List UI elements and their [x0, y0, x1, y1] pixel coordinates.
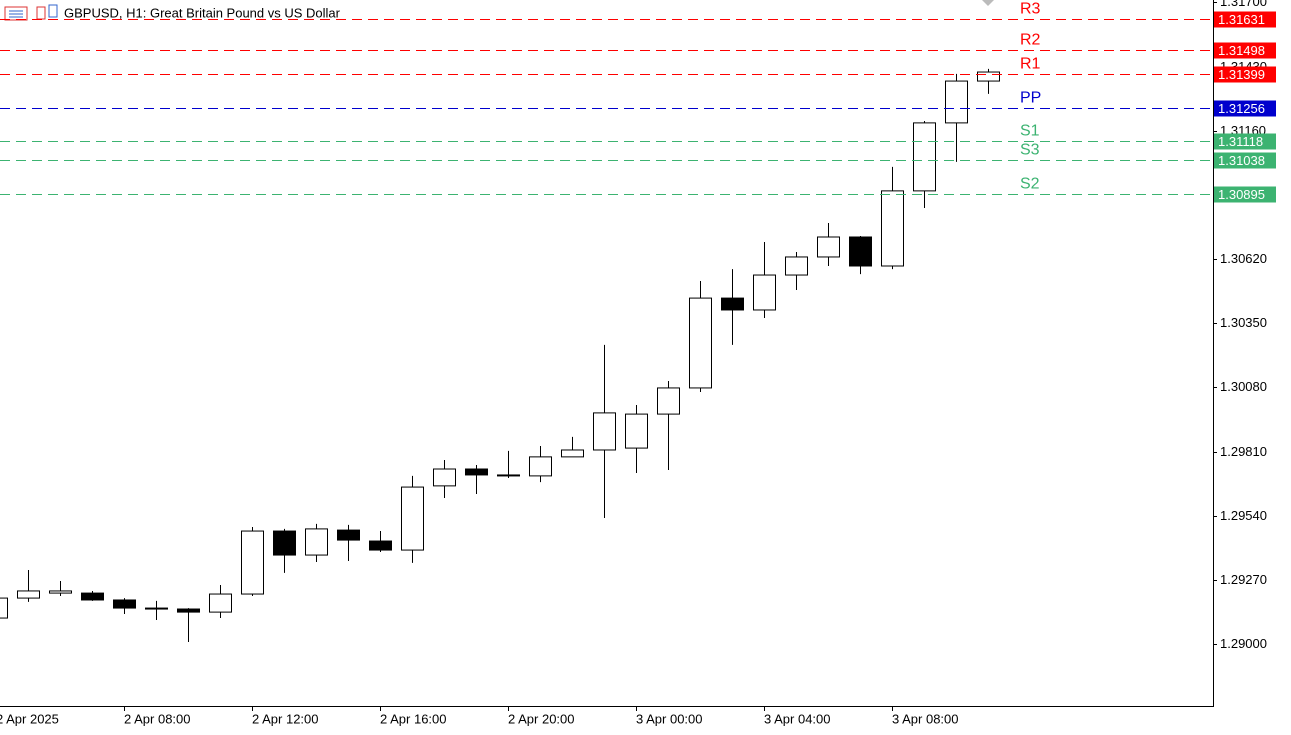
level-price-label: 1.31118	[1218, 134, 1263, 149]
candle-body	[49, 590, 72, 594]
candle-body	[625, 413, 648, 449]
level-name: S2	[1020, 176, 1040, 193]
x-tick-label: 2 Apr 08:00	[124, 711, 191, 726]
candle-body	[849, 236, 872, 267]
candle-body	[465, 468, 488, 476]
y-tick-label: 1.29540	[1220, 508, 1267, 523]
level-price-box	[1214, 11, 1276, 28]
level-price-label: 1.31631	[1218, 12, 1265, 27]
candle-body	[305, 528, 328, 556]
level-name: S3	[1020, 142, 1040, 159]
y-tick-label: 1.29270	[1220, 572, 1267, 587]
y-tick-label: 1.30620	[1220, 251, 1267, 266]
candle-body	[113, 599, 136, 609]
candle-body	[689, 297, 712, 389]
level-name: R3	[1020, 1, 1041, 18]
level-price-label: 1.31399	[1218, 67, 1265, 82]
candle-body	[81, 592, 104, 601]
candle-body	[657, 387, 680, 415]
y-tick-label: 1.30080	[1220, 379, 1267, 394]
icon	[48, 4, 58, 18]
level-name: PP	[1020, 90, 1041, 107]
y-tick-label: 1.30350	[1220, 315, 1267, 330]
candle-body	[273, 530, 296, 556]
candle-body	[817, 236, 840, 258]
x-tick-label: 3 Apr 04:00	[764, 711, 831, 726]
candle-body	[913, 122, 936, 192]
y-tick-label: 1.31700	[1220, 0, 1267, 9]
candle-body	[433, 468, 456, 487]
chart-title: GBPUSD, H1: Great Britain Pound vs US Do…	[64, 5, 341, 20]
candle-body	[721, 297, 744, 311]
level-price-label: 1.31498	[1218, 43, 1265, 58]
candle-body	[0, 597, 8, 619]
candle-body	[209, 593, 232, 613]
x-tick-label: 2 Apr 20:00	[508, 711, 575, 726]
candle-body	[17, 590, 40, 599]
candle-body	[369, 540, 392, 551]
level-price-box	[1214, 42, 1276, 59]
candle-body	[753, 274, 776, 311]
level-price-box	[1214, 100, 1276, 117]
level-price-box	[1214, 66, 1276, 83]
candle-body	[337, 529, 360, 541]
y-tick-label: 1.29810	[1220, 444, 1267, 459]
level-name: R2	[1020, 32, 1041, 49]
level-price-box	[1214, 152, 1276, 169]
x-tick-label: 2 Apr 16:00	[380, 711, 447, 726]
x-tick-label: 2 Apr 2025	[0, 711, 59, 726]
candle-body	[497, 474, 520, 477]
x-tick-label: 3 Apr 08:00	[892, 711, 959, 726]
level-price-box	[1214, 186, 1276, 203]
marker	[982, 0, 994, 6]
candle-body	[785, 256, 808, 276]
candle-body	[177, 608, 200, 613]
level-name: R1	[1020, 56, 1041, 73]
level-price-label: 1.30895	[1218, 187, 1265, 202]
candle-body	[593, 412, 616, 451]
level-name: S1	[1020, 123, 1040, 140]
candle-body	[529, 456, 552, 477]
level-price-box	[1214, 133, 1276, 150]
level-price-label: 1.31256	[1218, 101, 1265, 116]
level-price-label: 1.31038	[1218, 153, 1265, 168]
candle-body	[945, 80, 968, 124]
x-tick-label: 3 Apr 00:00	[636, 711, 703, 726]
candle-body	[145, 607, 168, 610]
x-tick-label: 2 Apr 12:00	[252, 711, 319, 726]
candle-body	[561, 449, 584, 458]
icon	[36, 6, 46, 20]
candle-body	[401, 486, 424, 551]
candle-body	[977, 71, 1000, 82]
plot-area	[0, 68, 1000, 643]
candle-body	[881, 190, 904, 267]
y-tick-label: 1.29000	[1220, 636, 1267, 651]
candle-body	[241, 530, 264, 595]
